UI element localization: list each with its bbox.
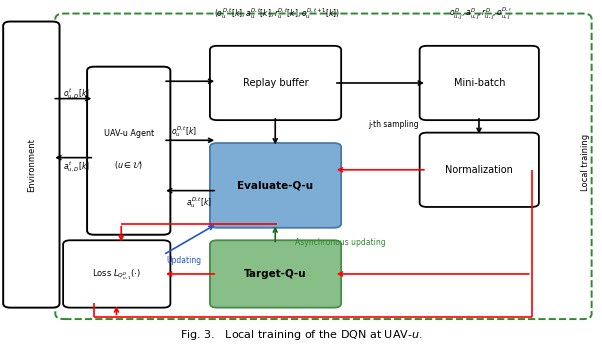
Text: Fig. 3.   Local training of the DQN at UAV-$u$.: Fig. 3. Local training of the DQN at UAV… [179, 328, 423, 342]
Text: Target-Q-u: Target-Q-u [244, 269, 307, 279]
Text: $a_{u,D}^{t}[k]$: $a_{u,D}^{t}[k]$ [63, 159, 90, 174]
FancyBboxPatch shape [210, 46, 341, 120]
Text: UAV-u Agent: UAV-u Agent [104, 129, 154, 138]
Text: Replay buffer: Replay buffer [243, 78, 308, 88]
FancyBboxPatch shape [63, 240, 170, 308]
Text: $a_u^{D,t}[k]$: $a_u^{D,t}[k]$ [186, 195, 212, 210]
Text: $o_{u,D}^{t}[k]$: $o_{u,D}^{t}[k]$ [63, 86, 90, 101]
Text: Asynchronous updating: Asynchronous updating [294, 238, 385, 247]
FancyBboxPatch shape [420, 46, 539, 120]
FancyBboxPatch shape [87, 66, 170, 235]
Text: $o_{u,j}^{D}, a_{u,j}^{D}, r_{u,j}^{D}, o_{u,j}^{D,\prime}$: $o_{u,j}^{D}, a_{u,j}^{D}, r_{u,j}^{D}, … [449, 6, 512, 22]
FancyBboxPatch shape [55, 14, 592, 319]
Text: Evaluate-Q-u: Evaluate-Q-u [237, 180, 314, 190]
FancyBboxPatch shape [420, 133, 539, 207]
FancyBboxPatch shape [210, 240, 341, 308]
Text: $(o_u^{D,t}[k], a_u^{D,t}[k], r_u^{D,t}[k], o_u^{D,t+1}[k])$: $(o_u^{D,t}[k], a_u^{D,t}[k], r_u^{D,t}[… [214, 6, 340, 21]
Text: Updating: Updating [167, 256, 202, 265]
FancyBboxPatch shape [210, 143, 341, 228]
Text: Loss $L_{Q^D_{u,1}}(\cdot)$: Loss $L_{Q^D_{u,1}}(\cdot)$ [92, 267, 141, 281]
Text: Normalization: Normalization [445, 165, 514, 175]
Text: Mini-batch: Mini-batch [453, 78, 505, 88]
Text: $(u \in \mathcal{U})$: $(u \in \mathcal{U})$ [114, 159, 143, 170]
Text: Environment: Environment [27, 138, 36, 191]
Text: $o_u^{D,t}[k]$: $o_u^{D,t}[k]$ [171, 124, 197, 139]
Text: j-th sampling: j-th sampling [368, 120, 419, 129]
FancyBboxPatch shape [3, 22, 60, 308]
Text: Local training: Local training [581, 134, 590, 191]
